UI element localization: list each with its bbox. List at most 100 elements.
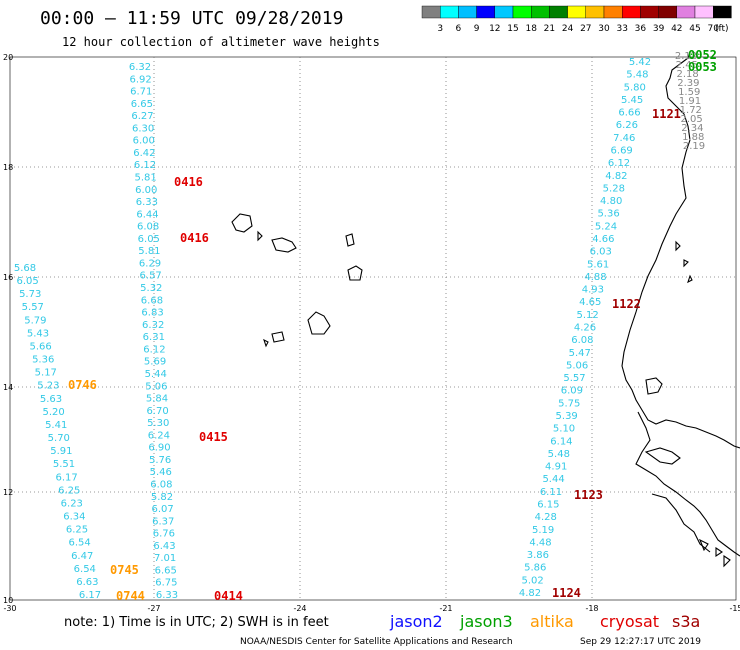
bijagos-coast <box>651 493 711 553</box>
wave-height-value: 5.79 <box>24 315 46 326</box>
wave-height-value: 5.73 <box>19 289 41 300</box>
scale-swatch <box>531 5 550 19</box>
wave-height-value: 6.27 <box>131 111 153 122</box>
wave-height-value: 5.66 <box>29 341 51 352</box>
wave-height-value: 6.63 <box>76 577 98 588</box>
wave-height-value: 6.14 <box>550 436 572 447</box>
wave-height-value: 5.23 <box>37 381 59 392</box>
wave-height-value: 1.72 <box>680 105 702 116</box>
footer-credit: NOAA/NESDIS Center for Satellite Applica… <box>240 637 513 647</box>
footer-note: note: 1) Time is in UTC; 2) SWH is in fe… <box>64 615 329 630</box>
wave-height-value: 6.05 <box>16 276 38 287</box>
legend-s3a: s3a <box>672 612 700 631</box>
scale-swatch <box>713 5 732 19</box>
wave-height-value: 6.70 <box>146 406 168 417</box>
pass-time-label: 1121 <box>652 107 681 121</box>
wave-height-value: 5.82 <box>151 492 173 503</box>
scale-swatch <box>458 5 477 19</box>
wave-height-value: 6.15 <box>537 500 559 511</box>
island-4 <box>345 233 355 247</box>
page-subtitle: 12 hour collection of altimeter wave hei… <box>62 35 380 49</box>
wave-height-value: 6.34 <box>63 512 85 523</box>
wave-height-value: 6.47 <box>71 551 93 562</box>
scale-swatch <box>512 5 532 19</box>
wave-height-value: 6.31 <box>143 332 165 343</box>
page-title: 00:00 — 11:59 UTC 09/28/2019 <box>40 8 343 29</box>
wave-height-value: 5.48 <box>548 449 570 460</box>
coastline <box>231 51 740 568</box>
wave-height-value: 6.08 <box>137 222 159 233</box>
footer-generated: Sep 29 12:27:17 UTC 2019 <box>580 637 701 647</box>
wave-height-value: 5.70 <box>48 433 70 444</box>
wave-height-value: 4.82 <box>519 588 541 599</box>
island-7 <box>271 331 285 343</box>
wave-height-value: 5.12 <box>576 310 598 321</box>
wave-height-color-scale: 3 6 9 12 15 18 21 24 27 30 33 36 39 42 45 70 <box>421 5 732 34</box>
scale-swatch <box>622 5 641 19</box>
wave-height-value: 2.19 <box>683 141 705 152</box>
wave-height-value: 6.32 <box>142 320 164 331</box>
scale-swatch <box>658 5 677 19</box>
wave-height-value: 5.63 <box>40 394 62 405</box>
wave-height-value: 4.28 <box>535 512 557 523</box>
wave-height-value: 5.68 <box>14 263 36 274</box>
wave-height-value: 5.86 <box>524 563 546 574</box>
wave-height-value: 7.01 <box>154 553 176 564</box>
pass-time-label: 0416 <box>180 231 209 245</box>
wave-height-value: 1.88 <box>682 132 704 143</box>
pass-time-label: 0415 <box>199 430 228 444</box>
wave-height-value: 6.68 <box>141 295 163 306</box>
scale-label: 24 <box>562 24 574 34</box>
wave-height-value: 6.00 <box>133 136 155 147</box>
wave-height-value: 6.76 <box>153 529 175 540</box>
scale-label: 18 <box>525 24 537 34</box>
wave-height-value: 5.91 <box>50 446 72 457</box>
wave-height-value: 6.83 <box>141 308 163 319</box>
pass-time-label: 0745 <box>110 563 139 577</box>
wave-height-value: 5.46 <box>150 467 172 478</box>
scale-label: 3 <box>437 24 443 34</box>
wave-height-value: 5.32 <box>140 283 162 294</box>
map-grid: -30 -27 -24 -21 -18 -15 20 18 16 14 12 10 <box>3 53 740 613</box>
coastal-islets <box>675 240 731 568</box>
wave-height-value: 6.25 <box>58 485 80 496</box>
wave-height-value: 5.42 <box>629 57 651 68</box>
wave-height-value: 6.17 <box>55 472 77 483</box>
pass-time-label: 1124 <box>552 586 581 600</box>
wave-height-value: 2.05 <box>680 114 702 125</box>
wave-height-value: 4.80 <box>600 196 622 207</box>
wave-height-value: 5.19 <box>532 525 554 536</box>
scale-unit-label: (ft) <box>715 24 729 34</box>
scale-swatch <box>549 5 568 19</box>
wave-height-value: 5.81 <box>135 173 157 184</box>
wave-height-value: 6.54 <box>68 538 90 549</box>
wave-height-value: 2.39 <box>677 78 699 89</box>
wave-height-value: 4.82 <box>605 171 627 182</box>
scale-label: 21 <box>544 24 555 34</box>
scale-label: 33 <box>616 24 627 34</box>
track-coastal-1121: 2.122.452.182.391.591.911.722.052.341.88… <box>675 51 705 152</box>
pass-time-label: 0053 <box>688 60 717 74</box>
wave-height-value: 4.66 <box>592 234 614 245</box>
wave-height-value: 5.30 <box>147 418 169 429</box>
wave-height-value: 6.92 <box>129 74 151 85</box>
wave-height-value: 5.45 <box>621 95 643 106</box>
scale-swatch <box>476 5 496 19</box>
wave-height-value: 5.24 <box>595 221 617 232</box>
scale-label: 12 <box>489 24 500 34</box>
africa-coastline <box>621 51 740 449</box>
wave-height-value: 6.33 <box>136 197 158 208</box>
scale-label: 42 <box>671 24 682 34</box>
pass-time-labels: 0416 0416 0415 0414 0746 0745 0744 1121 1122 1123… <box>68 48 717 603</box>
legend-cryosat: cryosat <box>600 612 659 631</box>
island-2 <box>257 230 263 242</box>
wave-height-value: 5.84 <box>146 394 168 405</box>
wave-height-value: 4.48 <box>529 537 551 548</box>
wave-height-value: 6.17 <box>79 590 101 601</box>
latitude-tick: 18 <box>3 163 13 172</box>
wave-height-value: 6.69 <box>611 146 633 157</box>
wave-height-value: 5.47 <box>569 348 591 359</box>
wave-height-value: 3.86 <box>527 550 549 561</box>
scale-label: 6 <box>456 24 462 34</box>
wave-height-value: 4.91 <box>545 462 567 473</box>
